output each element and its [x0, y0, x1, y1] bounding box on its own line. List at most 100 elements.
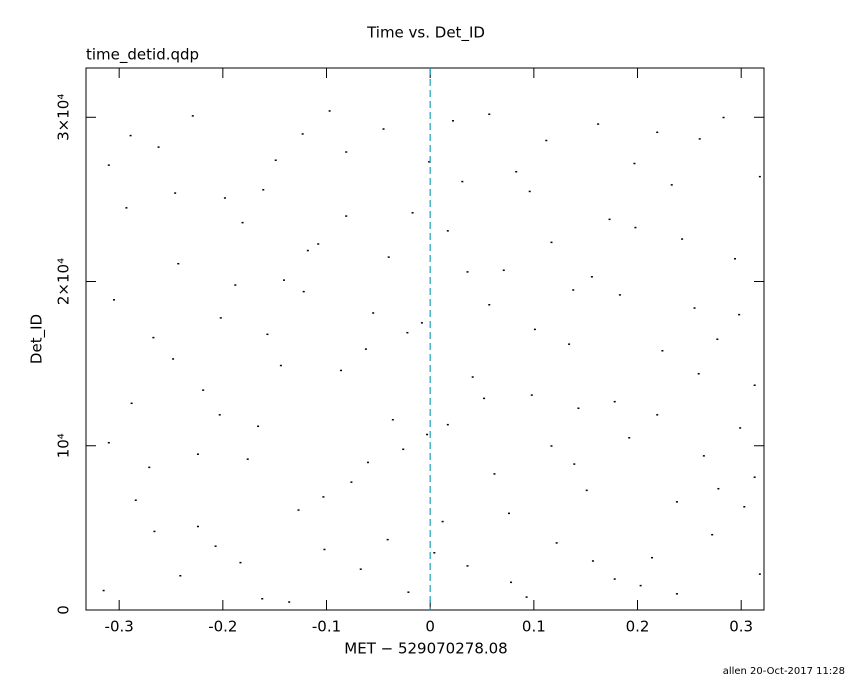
point [743, 506, 746, 508]
point [428, 161, 431, 163]
point [608, 218, 611, 221]
point [550, 445, 553, 447]
y-tick-label: 0 [55, 605, 73, 615]
point [502, 269, 505, 272]
point [246, 458, 249, 460]
point [507, 512, 510, 515]
point [488, 304, 491, 306]
point [125, 207, 128, 209]
point [177, 262, 180, 265]
point [528, 190, 531, 193]
point [739, 427, 742, 429]
point [441, 520, 444, 523]
point [577, 407, 580, 409]
point [698, 138, 701, 140]
point [550, 241, 553, 244]
point [223, 197, 226, 199]
point [471, 376, 474, 378]
point [279, 364, 282, 367]
point [483, 397, 486, 400]
point [697, 372, 700, 375]
point [656, 131, 659, 134]
point [172, 358, 175, 360]
point [510, 581, 513, 584]
plot-frame [85, 67, 765, 611]
point [533, 328, 536, 331]
point [675, 593, 678, 595]
point [288, 601, 291, 603]
point [257, 425, 260, 428]
point [591, 560, 594, 562]
point [297, 509, 300, 511]
point [446, 230, 449, 232]
point [214, 545, 217, 547]
y-tick-label: 10⁴ [55, 433, 73, 458]
point [218, 414, 221, 416]
point [634, 226, 637, 229]
x-tick-label: -0.1 [312, 618, 341, 636]
point [758, 175, 761, 178]
point [681, 238, 684, 240]
point [451, 120, 454, 122]
point [420, 322, 423, 324]
x-tick-label: 0.2 [626, 618, 650, 636]
point [219, 317, 222, 319]
x-tick-label: 0.3 [729, 618, 753, 636]
point [717, 487, 720, 490]
point [157, 146, 160, 148]
point [656, 414, 659, 416]
point [446, 423, 449, 426]
point [675, 501, 678, 503]
point [758, 573, 761, 575]
point [306, 249, 309, 252]
point [753, 476, 756, 478]
point [493, 473, 496, 475]
point [711, 533, 714, 536]
point [488, 113, 491, 115]
point [568, 343, 571, 345]
point [426, 433, 429, 436]
point [174, 192, 177, 194]
point [129, 134, 132, 137]
point [153, 530, 156, 533]
point [670, 184, 673, 186]
point [633, 162, 636, 165]
point [274, 159, 277, 161]
point [639, 584, 642, 587]
point [402, 448, 405, 451]
point [196, 525, 199, 528]
point [387, 256, 390, 258]
point [112, 299, 115, 301]
x-tick-label: 0.1 [522, 618, 546, 636]
point [191, 115, 194, 117]
point [433, 552, 436, 554]
point [466, 271, 469, 273]
point [107, 441, 110, 444]
point [323, 548, 326, 551]
point [411, 212, 414, 214]
x-tick-label: -0.3 [105, 618, 134, 636]
point [573, 463, 576, 465]
point [702, 455, 705, 457]
point [613, 400, 616, 403]
point [364, 348, 367, 350]
point [350, 481, 353, 483]
point [317, 243, 320, 245]
point [328, 110, 331, 112]
point [134, 499, 137, 501]
point [345, 215, 348, 217]
point [261, 598, 264, 600]
point [597, 123, 600, 125]
point [382, 128, 385, 130]
y-axis-label: Det_ID [28, 314, 47, 364]
point [628, 437, 631, 439]
point [266, 333, 269, 336]
point [148, 466, 151, 469]
chart-subtitle: time_detid.qdp [86, 46, 199, 65]
point [515, 170, 518, 173]
point [661, 349, 664, 352]
point [283, 279, 286, 281]
chart-title: Time vs. Det_ID [366, 24, 485, 43]
point [716, 338, 719, 340]
